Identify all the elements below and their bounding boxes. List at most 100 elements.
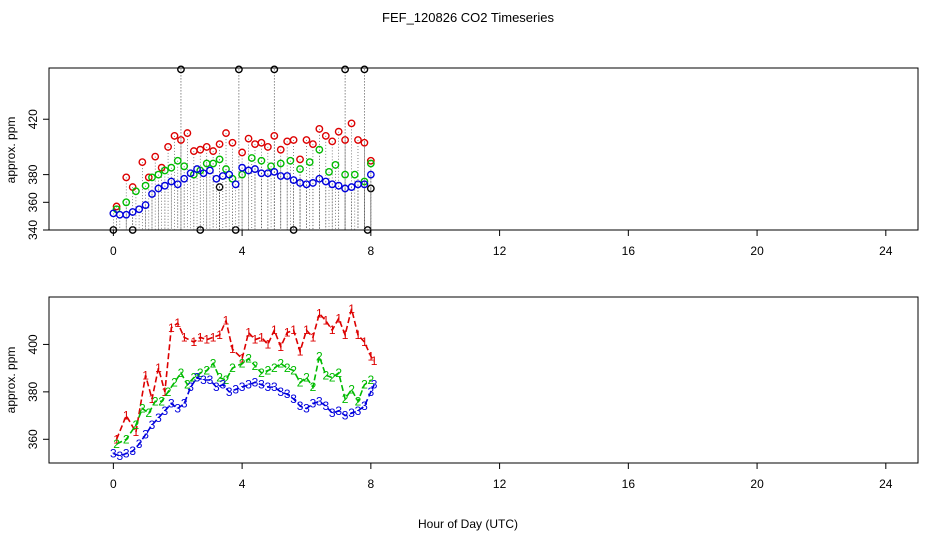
data-point bbox=[270, 65, 279, 74]
data-point bbox=[286, 156, 295, 165]
data-point bbox=[296, 155, 304, 164]
series-marker: 1 bbox=[361, 335, 368, 349]
series-marker: 3 bbox=[348, 406, 355, 420]
series-marker: 2 bbox=[335, 366, 342, 380]
data-point bbox=[173, 156, 182, 165]
series-marker: 3 bbox=[271, 380, 278, 394]
upper-panel: 0 4 8 12 16 20 24 340 360 380 420 approx. ppm bbox=[4, 65, 919, 258]
data-point bbox=[164, 143, 172, 151]
series-marker: 1 bbox=[265, 337, 272, 351]
series-marker: 2 bbox=[271, 361, 278, 375]
series-marker: 3 bbox=[136, 437, 143, 451]
data-point bbox=[251, 165, 259, 173]
series-marker: 1 bbox=[355, 328, 362, 342]
series-marker: 1 bbox=[113, 432, 120, 446]
data-point bbox=[334, 127, 343, 136]
series-marker: 2 bbox=[355, 394, 362, 408]
data-point bbox=[350, 170, 359, 179]
data-point bbox=[148, 173, 156, 182]
y-tick-label: 360 bbox=[26, 429, 40, 449]
data-point bbox=[334, 181, 343, 190]
x-axis-label: Hour of Day (UTC) bbox=[418, 517, 518, 531]
series-marker: 3 bbox=[123, 447, 130, 461]
series-marker: 3 bbox=[252, 375, 259, 389]
series-marker: 1 bbox=[335, 311, 342, 325]
data-point bbox=[141, 181, 150, 190]
data-point bbox=[222, 165, 230, 173]
data-point bbox=[151, 152, 160, 161]
data-point bbox=[296, 165, 304, 173]
series-marker: 1 bbox=[329, 323, 336, 337]
series-marker: 2 bbox=[145, 406, 152, 420]
series-marker: 2 bbox=[113, 437, 120, 451]
series-marker: 1 bbox=[348, 302, 355, 316]
series-marker: 3 bbox=[245, 378, 252, 392]
series-marker: 1 bbox=[371, 354, 378, 368]
series-marker: 1 bbox=[368, 349, 375, 363]
series-marker: 3 bbox=[310, 397, 317, 411]
data-point bbox=[135, 205, 144, 214]
series-marker: 1 bbox=[258, 330, 265, 344]
data-point bbox=[309, 140, 317, 149]
data-point bbox=[347, 119, 356, 128]
data-point bbox=[209, 147, 218, 155]
series-marker: 2 bbox=[361, 378, 368, 392]
data-point bbox=[360, 138, 369, 147]
data-point bbox=[366, 159, 375, 168]
data-point bbox=[289, 136, 298, 144]
series-marker: 2 bbox=[368, 373, 375, 387]
series-marker: 2 bbox=[229, 361, 236, 375]
data-point bbox=[247, 154, 256, 162]
data-point bbox=[267, 162, 275, 171]
x-tick-label: 8 bbox=[368, 477, 375, 491]
y-tick-label: 380 bbox=[26, 164, 40, 184]
series-marker: 2 bbox=[178, 366, 185, 380]
series-marker: 3 bbox=[207, 373, 214, 387]
series-marker: 1 bbox=[203, 333, 210, 347]
data-point bbox=[196, 145, 205, 154]
series-marker: 3 bbox=[239, 380, 246, 394]
series-marker: 1 bbox=[239, 352, 246, 366]
series-marker: 3 bbox=[258, 378, 265, 392]
plot-frame bbox=[48, 67, 919, 231]
data-point bbox=[289, 176, 298, 185]
series-marker: 3 bbox=[277, 385, 284, 399]
series-marker: 1 bbox=[290, 323, 297, 337]
series-marker: 1 bbox=[223, 314, 230, 328]
data-point bbox=[199, 169, 208, 178]
series-marker: 3 bbox=[187, 380, 194, 394]
data-point bbox=[321, 177, 330, 186]
data-point bbox=[154, 184, 163, 193]
data-point bbox=[180, 162, 189, 171]
data-point bbox=[366, 170, 375, 179]
data-point bbox=[257, 138, 266, 147]
data-point bbox=[257, 156, 266, 165]
figure-title: FEF_120826 CO2 Timeseries bbox=[382, 10, 554, 25]
data-point bbox=[128, 208, 137, 216]
series-marker: 3 bbox=[219, 378, 226, 392]
data-point bbox=[215, 140, 224, 149]
data-point bbox=[225, 170, 234, 179]
series-marker: 3 bbox=[200, 373, 207, 387]
data-point bbox=[341, 170, 350, 179]
series-marker: 3 bbox=[361, 399, 368, 413]
data-point bbox=[331, 161, 340, 169]
data-point bbox=[315, 125, 324, 133]
y-tick-label: 340 bbox=[26, 220, 40, 240]
x-tick-label: 20 bbox=[750, 244, 764, 258]
data-point bbox=[234, 65, 243, 74]
series-marker: 3 bbox=[322, 399, 329, 413]
series-marker: 3 bbox=[355, 404, 362, 418]
x-tick-label: 4 bbox=[239, 477, 246, 491]
data-point bbox=[122, 210, 131, 219]
series-marker: 1 bbox=[142, 368, 149, 382]
series-marker: 3 bbox=[342, 409, 349, 423]
series-line bbox=[115, 308, 375, 440]
series-marker: 3 bbox=[371, 378, 378, 392]
data-point bbox=[325, 167, 333, 176]
series-marker: 2 bbox=[329, 371, 336, 385]
series-marker: 2 bbox=[152, 394, 159, 408]
series-marker: 2 bbox=[239, 356, 246, 370]
series-marker: 3 bbox=[149, 418, 156, 432]
data-point bbox=[231, 180, 240, 189]
